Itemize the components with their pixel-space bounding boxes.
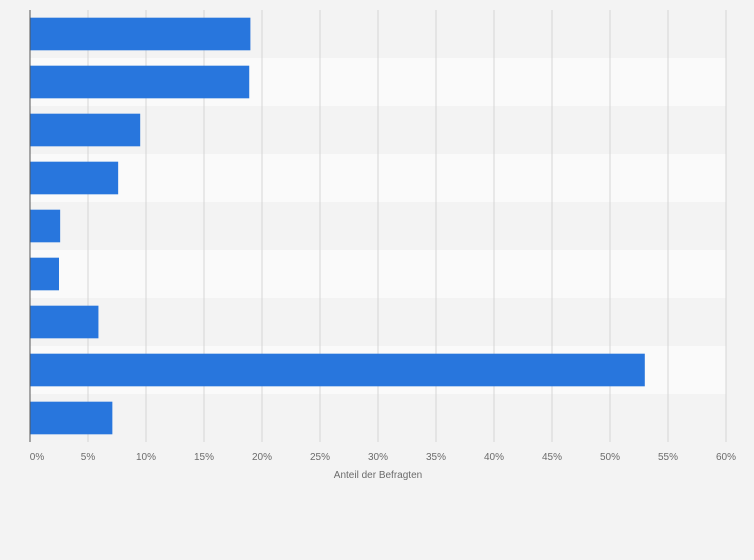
x-tick-label: 15% bbox=[194, 452, 214, 463]
bar[interactable] bbox=[30, 65, 250, 99]
x-axis-title: Anteil der Befragten bbox=[334, 470, 422, 481]
x-tick-label: 35% bbox=[426, 452, 446, 463]
x-tick-label: 40% bbox=[484, 452, 504, 463]
x-tick-label: 50% bbox=[600, 452, 620, 463]
bar[interactable] bbox=[30, 257, 59, 291]
bar[interactable] bbox=[30, 209, 61, 243]
bar[interactable] bbox=[30, 161, 119, 195]
x-tick-label: 30% bbox=[368, 452, 388, 463]
x-tick-label: 10% bbox=[136, 452, 156, 463]
x-tick-label: 0% bbox=[30, 452, 45, 463]
x-tick-label: 55% bbox=[658, 452, 678, 463]
x-tick-labels: 0% 5% 10% 15% 20% 25% 30% 35% 40% 45% 50% 55% 60% bbox=[30, 452, 736, 463]
x-tick-label: 5% bbox=[81, 452, 96, 463]
bar[interactable] bbox=[30, 401, 113, 435]
x-tick-label: 45% bbox=[542, 452, 562, 463]
x-tick-label: 60% bbox=[716, 452, 736, 463]
x-tick-label: 25% bbox=[310, 452, 330, 463]
bar[interactable] bbox=[30, 305, 99, 339]
bars bbox=[30, 17, 645, 435]
x-tick-label: 20% bbox=[252, 452, 272, 463]
bar[interactable] bbox=[30, 17, 251, 51]
bar[interactable] bbox=[30, 113, 141, 147]
bar[interactable] bbox=[30, 353, 645, 387]
